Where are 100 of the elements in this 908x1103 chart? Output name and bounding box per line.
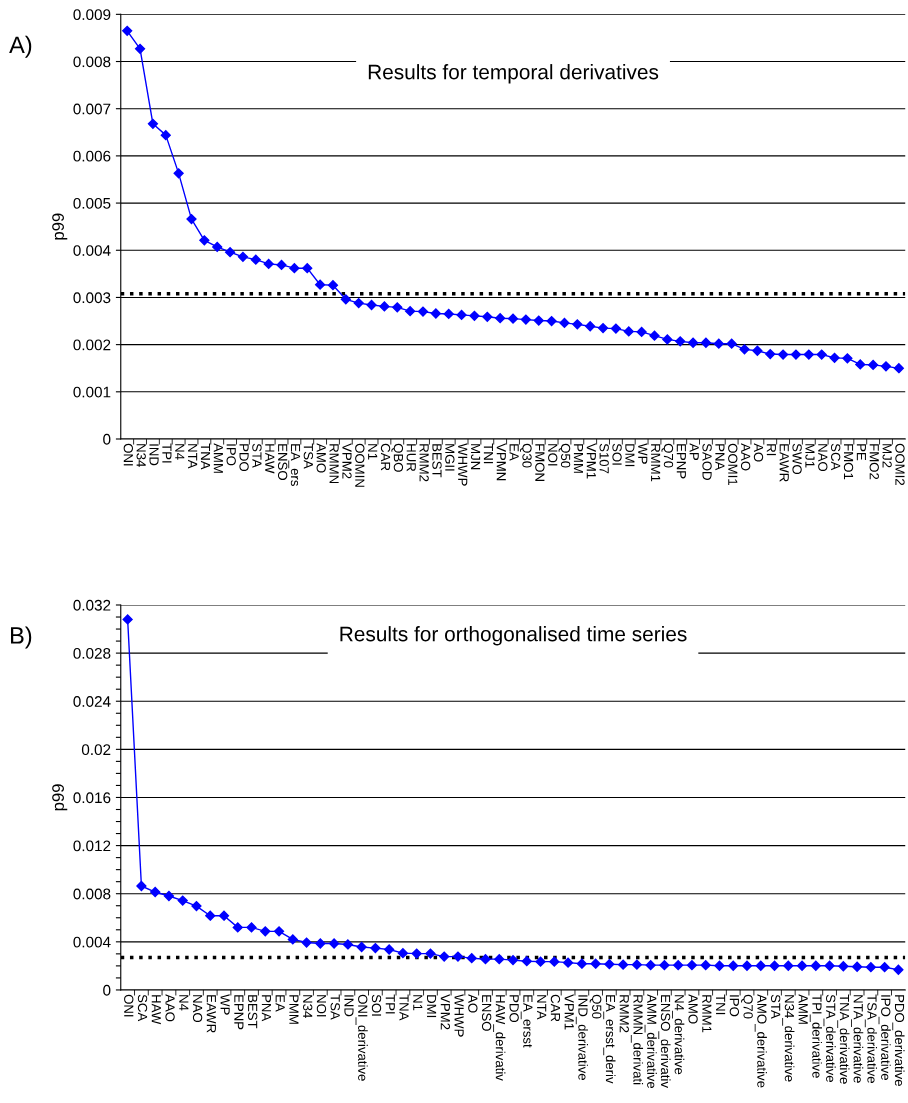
point (370, 942, 381, 954)
point (494, 954, 505, 965)
x-tick-label: AO (753, 443, 764, 462)
x-tick-label: RMM2 (419, 444, 429, 482)
x-tick-label: NAO (818, 444, 828, 472)
x-tick-label: EPNP (676, 444, 686, 479)
point (356, 941, 367, 953)
point (301, 937, 312, 948)
x-tick-label: ONI (124, 994, 134, 1017)
x-tick-label: NTA_derivative (851, 995, 864, 1083)
x-tick-label: SOI (612, 443, 622, 465)
point (631, 959, 643, 970)
x-tick-label: SCA (831, 443, 841, 471)
point (879, 962, 890, 973)
point (246, 922, 257, 933)
x-tick-label: Q30 (519, 443, 532, 468)
point (796, 960, 808, 971)
x-tick-label: VPM1 (586, 443, 596, 479)
x-tick-label: IPO_derivative (878, 995, 891, 1081)
point (384, 944, 395, 955)
x-tick-label: NOI (548, 444, 558, 466)
y-tick-label: 0.004 (73, 936, 111, 948)
point (604, 959, 615, 970)
x-tick-label: STA (770, 994, 781, 1019)
x-tick-label: S107 (599, 443, 609, 474)
x-tick-label: N34_derivative (782, 995, 795, 1082)
x-tick-label: TSA_derivative (864, 994, 878, 1083)
y-tick-label: 0.016 (73, 792, 111, 804)
x-tick-label: DMI (427, 995, 437, 1018)
x-tick-label: Q50 (589, 994, 602, 1019)
y-tick-label: 0.007 (73, 103, 111, 115)
point (260, 926, 271, 937)
text: B) (11, 626, 32, 649)
point (838, 961, 849, 972)
x-tick-label: AAO (165, 994, 175, 1022)
x-tick-label: N4_derivative (672, 995, 685, 1075)
x-tick-label: FMON (535, 444, 545, 481)
y-tick-label: 0.008 (73, 56, 111, 68)
x-tick-label: Q50 (558, 443, 571, 468)
x-tick-label: EPNP (234, 995, 244, 1030)
x-tick-label: AMM (798, 994, 808, 1024)
x-tick-label: WP (220, 994, 230, 1015)
point (535, 956, 546, 967)
y-axis-title: p99 (52, 213, 68, 240)
point (452, 951, 464, 962)
x-tick-label: CAR (380, 443, 391, 471)
point (439, 951, 450, 962)
text: Results for orthogonalised time series (340, 626, 687, 646)
point (480, 954, 491, 965)
x-tick-label: PNA (261, 995, 271, 1022)
point (466, 953, 477, 964)
point (273, 926, 285, 937)
x-tick-label: AMO (688, 994, 698, 1024)
x-tick-label: TSA (330, 994, 340, 1020)
point (205, 910, 216, 921)
x-tick-label: TPI_derivative (809, 994, 822, 1078)
x-tick-label: VPM2 (342, 443, 352, 479)
x-tick-label: TPI (162, 443, 172, 463)
x-tick-label: EA_ersst (520, 995, 533, 1048)
y-tick-label: 0.008 (73, 888, 111, 900)
y-tick-label: 0.005 (73, 197, 111, 209)
x-tick-label: SOI (371, 994, 382, 1016)
x-tick-label: OOMIN (355, 443, 365, 487)
point (714, 960, 725, 971)
x-tick-label: TNA (399, 994, 409, 1021)
x-tick-label: SAOD (702, 443, 712, 480)
x-tick-label: WHWP (458, 443, 468, 486)
x-tick-label: PE (856, 444, 866, 461)
x-tick-label: BEST (432, 444, 442, 478)
y-tick-label: 0 (103, 433, 111, 445)
x-tick-label: AAO (740, 443, 751, 471)
x-tick-label: EA_ersst_deriv (603, 995, 616, 1084)
x-tick-label: TPI (385, 994, 395, 1014)
x-tick-label: Q70 (741, 994, 753, 1019)
y-tick-label: 0.028 (73, 647, 111, 659)
x-tick-label: IND (149, 444, 159, 466)
x-tick-label: AMO_derivative (754, 994, 767, 1088)
point (741, 960, 753, 971)
x-tick-label: TNI (716, 994, 726, 1015)
x-tick-label: VPM2 (440, 994, 450, 1030)
x-tick-label: QBO (391, 443, 404, 472)
y-axis-title: p99 (52, 784, 68, 811)
x-tick-label: RMM1 (651, 444, 661, 482)
point (618, 959, 629, 970)
point (686, 960, 698, 971)
point (673, 960, 684, 971)
point (315, 938, 326, 949)
x-tick-label: RMMN (329, 444, 339, 484)
point (659, 960, 670, 971)
y-tick-label: 0.012 (73, 840, 111, 852)
point (728, 960, 739, 971)
text: A) (9, 35, 32, 58)
x-tick-label: DMI (625, 444, 635, 467)
x-tick-label: ENSO_derivativ (658, 995, 671, 1088)
point (549, 956, 560, 967)
x-tick-label: N1 (413, 995, 423, 1011)
x-tick-label: EA_ers (288, 444, 301, 486)
y-tick-label: 0.024 (73, 696, 111, 707)
x-tick-label: N1 (368, 444, 378, 460)
x-tick-label: MJ2 (882, 444, 892, 468)
